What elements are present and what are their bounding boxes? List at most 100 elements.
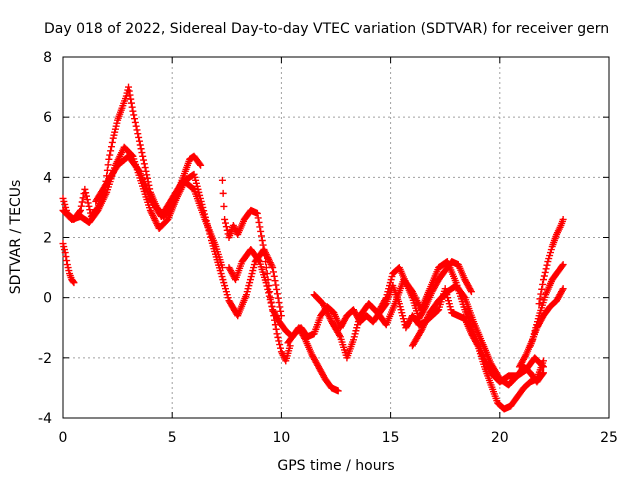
data-point	[129, 107, 137, 115]
data-point	[334, 387, 342, 395]
data-point	[69, 278, 77, 286]
data-point	[138, 149, 146, 157]
data-point	[274, 333, 282, 341]
data-point	[139, 152, 147, 160]
data-point	[272, 325, 280, 333]
data-point	[536, 295, 544, 303]
data-point	[125, 87, 133, 95]
data-point	[539, 362, 547, 370]
x-tick-label: 0	[59, 430, 68, 446]
data-point	[260, 246, 268, 254]
y-tick-label: 8	[43, 50, 52, 66]
data-point	[277, 307, 285, 315]
data-point	[559, 261, 567, 269]
x-tick-label: 25	[600, 430, 618, 446]
data-point	[106, 151, 114, 159]
data-point	[105, 155, 113, 163]
data-point	[262, 279, 270, 287]
data-point	[135, 137, 143, 145]
data-point	[276, 341, 284, 349]
y-tick-label: 6	[43, 110, 52, 126]
data-point	[335, 331, 343, 339]
data-point	[559, 215, 567, 223]
data-point	[128, 103, 136, 111]
data-point	[263, 282, 271, 290]
data-point	[132, 122, 140, 130]
data-point	[126, 91, 134, 99]
data-point	[267, 299, 275, 307]
data-point	[134, 130, 142, 138]
data-point	[559, 285, 567, 293]
data-point	[220, 202, 228, 210]
data-point	[125, 83, 133, 91]
data-point	[467, 286, 475, 294]
data-point	[263, 270, 271, 278]
data-point	[381, 295, 389, 303]
data-point	[266, 296, 274, 304]
data-point	[539, 276, 547, 284]
data-point	[222, 223, 230, 231]
data-point	[269, 264, 277, 272]
data-point	[271, 277, 279, 285]
data-point	[103, 166, 111, 174]
data-point	[196, 160, 204, 168]
data-point	[135, 133, 143, 141]
data-point	[262, 258, 270, 266]
data-point	[540, 272, 548, 280]
data-point	[273, 285, 281, 293]
data-point	[253, 209, 261, 217]
data-point	[77, 202, 85, 210]
data-point	[223, 226, 231, 234]
data-point	[257, 232, 265, 240]
data-point	[63, 257, 71, 265]
data-point	[265, 292, 273, 300]
y-tick-label: 2	[43, 231, 52, 247]
data-point	[265, 289, 273, 297]
data-point	[131, 118, 139, 126]
data-point	[539, 370, 547, 378]
data-point	[273, 290, 281, 298]
data-point	[140, 160, 148, 168]
data-point	[218, 176, 226, 184]
data-point	[255, 218, 263, 226]
data-point	[86, 206, 94, 214]
data-point	[82, 192, 90, 200]
data-point	[261, 252, 269, 260]
data-point	[272, 281, 280, 289]
x-tick-label: 10	[272, 430, 290, 446]
data-point	[131, 115, 139, 123]
data-point	[264, 285, 272, 293]
data-point	[541, 268, 549, 276]
data-point	[107, 143, 115, 151]
data-point	[542, 265, 550, 273]
data-point	[538, 285, 546, 293]
data-point	[276, 303, 284, 311]
data-point	[130, 111, 138, 119]
data-point	[256, 223, 264, 231]
data-point	[140, 156, 148, 164]
data-point	[107, 147, 115, 155]
data-point	[84, 199, 92, 207]
data-point	[257, 227, 265, 235]
data-point	[262, 264, 270, 272]
y-tick-label: 4	[43, 170, 52, 186]
grid	[63, 57, 609, 418]
data-point	[535, 300, 543, 308]
data-point	[133, 126, 141, 134]
data-point	[275, 299, 283, 307]
data-point	[277, 344, 285, 352]
data-point	[61, 249, 69, 257]
data-point	[558, 262, 566, 270]
data-point	[127, 95, 135, 103]
x-tick-label: 20	[491, 430, 509, 446]
data-point	[62, 253, 70, 261]
y-tick-label: 0	[43, 291, 52, 307]
data-point	[221, 219, 229, 227]
data-point	[141, 164, 149, 172]
data-point	[259, 241, 267, 249]
data-point	[76, 206, 84, 214]
data-point	[85, 202, 93, 210]
data-point	[558, 286, 566, 294]
data-point	[539, 280, 547, 288]
data-point	[537, 290, 545, 298]
